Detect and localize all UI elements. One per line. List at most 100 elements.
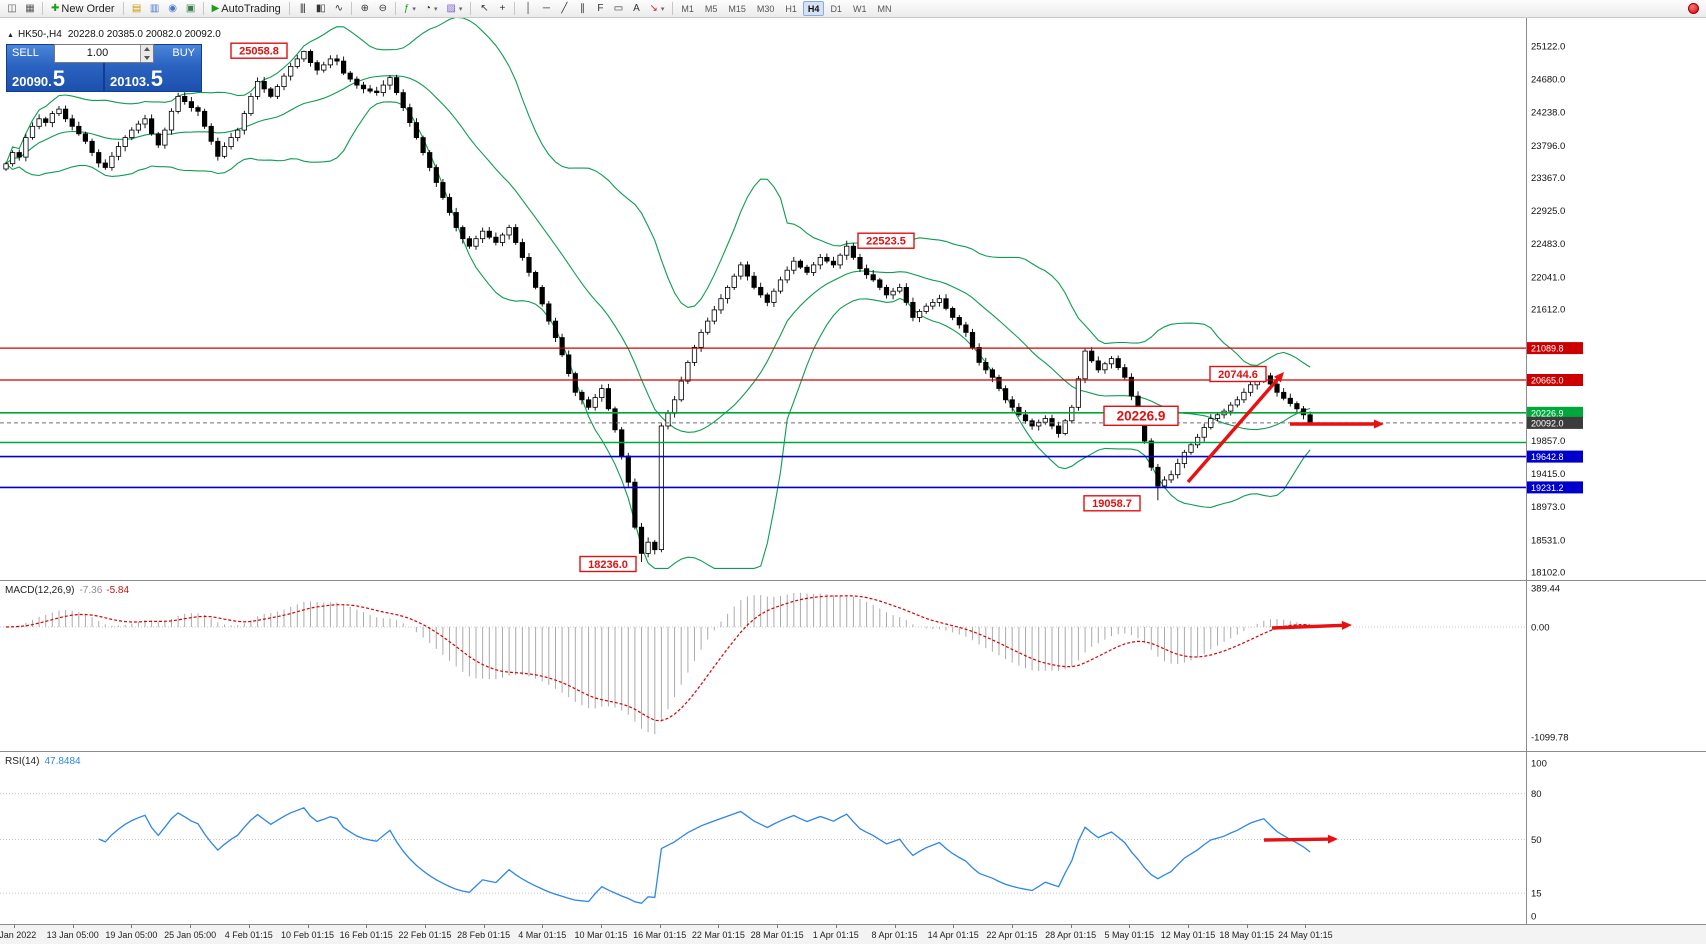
time-axis-label: 1 Apr 01:15 [812,930,859,940]
time-axis-tick [131,925,133,928]
chevron-down-icon: ▾ [433,5,438,13]
timeframe-m15-button[interactable]: M15 [723,1,751,16]
bollinger-upper-band [5,18,1311,368]
time-axis-tick [601,925,602,928]
templates-icon[interactable]: ▨ ▾ [442,1,466,17]
time-axis-tick [424,925,426,928]
text-label-icon[interactable]: A [627,1,644,17]
price-axis-label: 18973.0 [1531,502,1565,513]
price-annotation[interactable]: 22523.5 [857,232,915,249]
rsi-levels [0,793,1526,894]
trend-arrow[interactable] [1263,834,1338,844]
macd-label: MACD(12,26,9) -7.36 -5.84 [5,585,129,596]
bar-chart-icon[interactable]: ||| [294,1,311,17]
price-annotation[interactable]: 25058.8 [230,42,288,59]
terminal-icon[interactable]: ▣ [182,1,199,17]
timeframe-mn-button[interactable]: MN [872,1,896,16]
line-chart-icon: ∿ [334,2,343,14]
rsi-axis-label: 0 [1531,912,1536,923]
time-axis-tick [777,925,779,928]
timeframe-m5-button[interactable]: M5 [700,1,723,16]
toolbar-separator [394,2,396,15]
macd-axis-label: -1099.78 [1531,733,1569,744]
time-axis-label: 13 Jan 05:00 [46,930,99,940]
timeframe-h4-button[interactable]: H4 [802,1,825,16]
market-watch-icon[interactable]: ▤ [128,1,145,17]
notifications-icon[interactable] [1684,1,1703,17]
zoom-in-icon[interactable]: ⊕ [356,1,373,17]
text-label-icon: A [633,2,640,14]
fibonacci-icon[interactable]: F [591,1,608,17]
time-axis-tick [307,925,309,928]
vertical-line-icon[interactable]: │ [519,1,536,17]
crosshair-icon[interactable]: + [493,1,510,17]
new-order-button[interactable]: ✚ New Order [47,1,119,17]
price-annotation[interactable]: 19058.7 [1083,495,1141,512]
time-axis-tick [72,925,74,928]
toolbar-separator [672,2,674,15]
cursor-icon[interactable]: ↖ [475,1,492,17]
templates-icon: ▨ [446,2,456,14]
one-click-trading-panel: SELL 20090. 5 BUY 20103. 5 1.00 [6,44,202,92]
timeframe-buttons-group: M1 M5 M15 M30 H1 H4 D1 W1 MN [676,1,896,16]
timeframe-w1-button[interactable]: W1 [848,1,872,16]
price-chart[interactable]: 25058.8 22523.5 20744.6 20226.9 19058.7 18236… [0,18,1706,580]
volume-increase-button[interactable] [141,45,153,54]
candles-layer [3,49,1313,562]
candlestick-chart-icon[interactable]: ▮▯ [312,1,329,17]
time-axis-tick [1011,925,1013,928]
trendline-icon[interactable]: ╱ [555,1,572,17]
shapes-icon[interactable]: ▭ [609,1,626,17]
time-axis-label: 19 Jan 05:00 [105,930,158,940]
time-axis-tick [1188,925,1189,928]
zoom-out-icon[interactable]: ⊖ [374,1,391,17]
cursor-icon: ↖ [480,2,488,14]
svg-text:20226.9: 20226.9 [1117,409,1166,424]
indicators-icon[interactable]: ƒ ▾ [400,1,420,17]
arrow-objects-icon[interactable]: ↘ ▾ [645,1,668,17]
price-annotation[interactable]: 20744.6 [1209,365,1267,383]
periods-icon[interactable]: ◔ ▾ [421,1,442,17]
bollinger-bands [5,18,1311,569]
timeframe-h1-button[interactable]: H1 [780,1,802,16]
toolbar-separator [202,2,204,15]
rsi-axis: 100 80 50 15 0 [1531,759,1547,923]
collapse-panel-button[interactable]: ▲ [7,32,14,39]
profiles-icon[interactable]: ▦ [21,1,38,17]
rsi-axis-label: 100 [1531,759,1547,770]
price-axis-label: 22925.0 [1531,206,1565,217]
main-macd-separator[interactable] [0,580,1706,581]
trend-arrow[interactable] [1186,372,1284,484]
rsi-axis-label: 80 [1531,789,1542,800]
rsi-label: RSI(14) 47.8484 [5,756,81,767]
new-chart-icon[interactable]: ◫ [3,1,20,17]
data-window-icon[interactable]: ▥ [146,1,163,17]
autotrading-button[interactable]: ▶ AutoTrading [208,1,285,17]
timeframe-m30-button[interactable]: M30 [752,1,780,16]
macd-panel[interactable]: 389.44 0.00 -1099.78 [0,581,1706,751]
time-axis-label: 4 Mar 01:15 [518,930,567,940]
time-axis-tick [190,925,192,928]
buy-price: 20103. 5 [110,66,164,92]
volume-decrease-button[interactable] [141,54,153,63]
price-axis-label: 25122.0 [1531,42,1565,53]
navigator-icon[interactable]: ◉ [164,1,181,17]
ohlc-values: 20228.0 20385.0 20082.0 20092.0 [67,29,221,40]
trend-arrow[interactable] [1271,620,1352,630]
svg-text:21089.8: 21089.8 [1531,344,1564,354]
line-chart-icon[interactable]: ∿ [330,1,347,17]
time-axis: 7 Jan 2022 13 Jan 05:00 19 Jan 05:00 25 Jan… [0,924,1706,944]
horizontal-line-icon[interactable]: ─ [537,1,554,17]
rsi-panel[interactable]: 100 80 50 15 0 [0,752,1706,924]
trend-arrow[interactable] [1290,419,1384,429]
toolbar-separator [122,2,124,15]
volume-value[interactable]: 1.00 [86,47,109,59]
price-annotation[interactable]: 18236.0 [579,555,637,573]
price-axis-badge: 20665.0 [1527,374,1583,386]
macd-rsi-separator[interactable] [0,751,1706,752]
timeframe-m1-button[interactable]: M1 [676,1,699,16]
price-annotation[interactable]: 20226.9 [1103,405,1179,426]
buy-label: BUY [172,47,195,59]
timeframe-d1-button[interactable]: D1 [825,1,847,16]
equidistant-channel-icon[interactable]: ∥ [573,1,590,17]
